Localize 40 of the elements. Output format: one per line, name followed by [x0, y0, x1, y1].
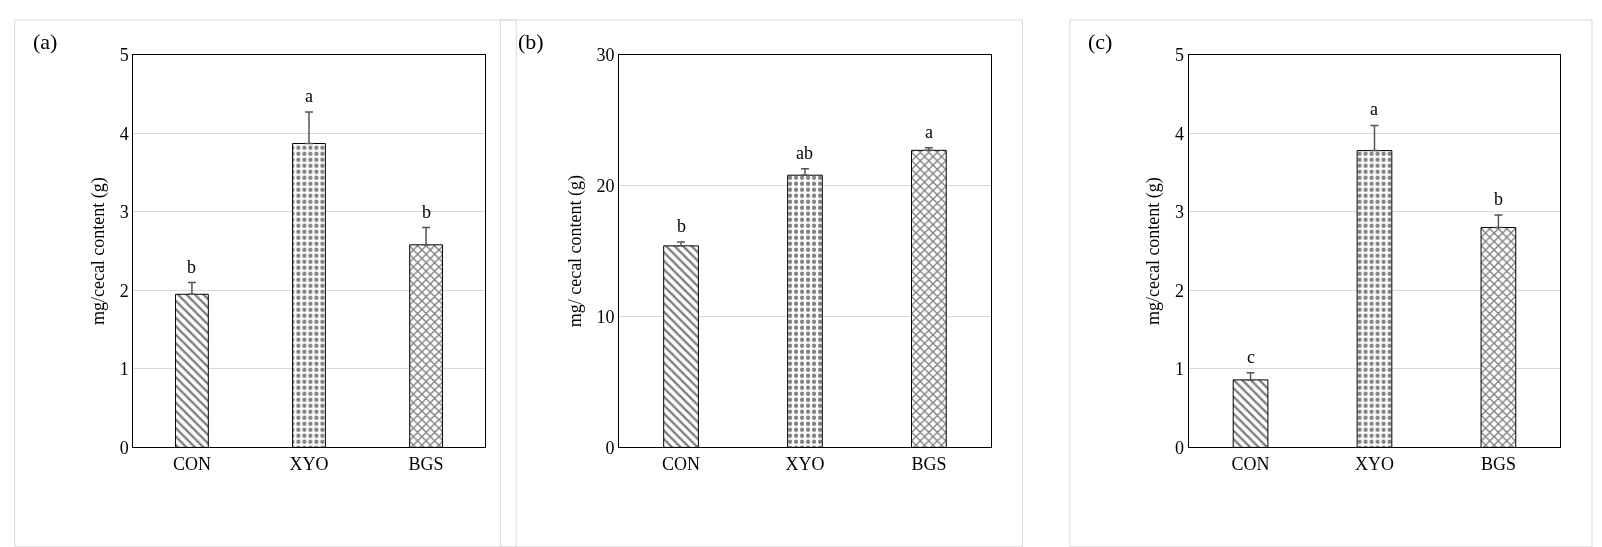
- x-tick-label: BGS: [408, 454, 444, 475]
- chart-title: (b): [518, 29, 544, 54]
- x-tick-label: XYO: [785, 454, 825, 475]
- y-tick-label: 3: [1174, 202, 1184, 223]
- x-tick-label: CON: [662, 454, 701, 475]
- y-tick-label: 4: [1174, 123, 1184, 144]
- y-tick-label: 2: [1174, 280, 1184, 301]
- y-axis-title: mg/cecal content (g): [88, 177, 109, 326]
- y-axis-title: mg/cecal content (g): [1143, 177, 1165, 326]
- annotation: b: [677, 216, 686, 236]
- y-tick-label: 1: [1174, 359, 1184, 380]
- y-tick-label: 0: [119, 437, 129, 458]
- y-tick-label: 3: [119, 202, 129, 223]
- x-tick-label: BGS: [1480, 454, 1516, 475]
- annotation: b: [187, 257, 196, 277]
- y-tick-label: 2: [119, 280, 129, 301]
- x-tick-label: XYO: [289, 454, 329, 475]
- y-axis-title: mg/ cecal content (g): [564, 174, 586, 328]
- y-tick-label: 4: [119, 123, 129, 144]
- x-tick-label: XYO: [1354, 454, 1394, 475]
- y-tick-label: 0: [1174, 437, 1184, 458]
- chart-title: (a): [33, 29, 58, 54]
- y-tick-label: 30: [596, 45, 615, 66]
- annotation: c: [1247, 347, 1255, 367]
- y-tick-label: 0: [605, 437, 615, 458]
- chart-title: (c): [1088, 29, 1113, 54]
- annotation: a: [305, 86, 313, 106]
- x-tick-label: CON: [172, 454, 211, 475]
- annotation: b: [422, 202, 431, 222]
- annotation: b: [1494, 189, 1503, 209]
- annotation: ab: [796, 143, 813, 163]
- y-tick-label: 5: [1174, 45, 1184, 66]
- x-tick-label: CON: [1231, 454, 1270, 475]
- y-tick-label: 5: [119, 45, 129, 66]
- annotation: a: [925, 122, 933, 142]
- y-tick-label: 10: [596, 306, 615, 327]
- x-tick-label: BGS: [911, 454, 947, 475]
- y-tick-label: 20: [596, 175, 615, 196]
- annotation: a: [1370, 99, 1378, 119]
- y-tick-label: 1: [119, 359, 129, 380]
